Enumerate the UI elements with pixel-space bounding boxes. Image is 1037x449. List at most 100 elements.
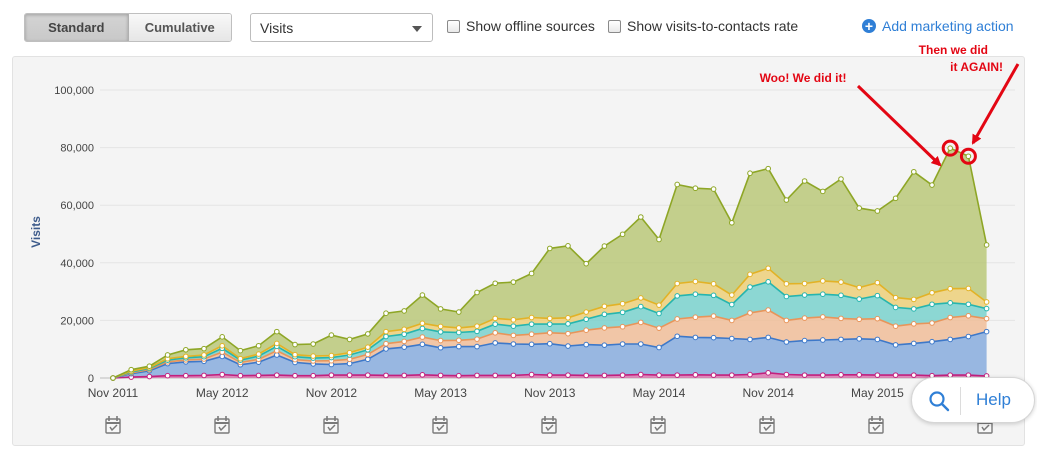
data-point[interactable] — [674, 280, 681, 287]
data-point[interactable] — [874, 292, 881, 299]
data-point[interactable] — [292, 351, 298, 358]
data-point[interactable] — [383, 328, 389, 335]
data-point[interactable] — [983, 315, 990, 322]
calendar-icon[interactable] — [323, 416, 339, 434]
data-point[interactable] — [801, 372, 808, 378]
data-point[interactable] — [619, 309, 626, 316]
data-point[interactable] — [983, 242, 990, 248]
data-point[interactable] — [765, 370, 772, 376]
data-point[interactable] — [692, 334, 699, 341]
data-point[interactable] — [146, 373, 153, 380]
data-point[interactable] — [692, 314, 699, 321]
data-point[interactable] — [456, 329, 462, 336]
data-point[interactable] — [638, 371, 644, 378]
data-point[interactable] — [528, 314, 535, 321]
data-point[interactable] — [201, 372, 207, 379]
data-point[interactable] — [947, 285, 954, 292]
data-point[interactable] — [492, 340, 499, 346]
data-point[interactable] — [565, 330, 571, 337]
data-point[interactable] — [838, 336, 844, 343]
data-point[interactable] — [365, 356, 371, 363]
data-point[interactable] — [474, 323, 480, 329]
data-point[interactable] — [474, 372, 480, 379]
data-point[interactable] — [255, 372, 262, 379]
show-visits-to-contacts-rate-checkbox[interactable]: Show visits-to-contacts rate — [608, 18, 798, 34]
data-point[interactable] — [365, 331, 371, 337]
data-point[interactable] — [383, 310, 389, 317]
data-point[interactable] — [456, 325, 462, 331]
calendar-icon[interactable] — [650, 416, 666, 434]
data-point[interactable] — [419, 334, 426, 340]
data-point[interactable] — [874, 279, 881, 286]
data-point[interactable] — [510, 279, 517, 285]
data-point[interactable] — [947, 300, 954, 306]
data-point[interactable] — [765, 165, 772, 172]
data-point[interactable] — [929, 289, 935, 296]
data-point[interactable] — [183, 346, 189, 353]
data-point[interactable] — [310, 372, 317, 379]
data-point[interactable] — [601, 372, 608, 379]
data-point[interactable] — [674, 333, 681, 340]
data-point[interactable] — [528, 331, 535, 338]
data-point[interactable] — [911, 372, 917, 378]
data-point[interactable] — [292, 341, 298, 348]
data-point[interactable] — [328, 352, 335, 359]
calendar-icon[interactable] — [432, 416, 448, 434]
data-point[interactable] — [219, 371, 225, 378]
data-point[interactable] — [674, 181, 681, 188]
search-icon[interactable] — [928, 390, 950, 417]
data-point[interactable] — [201, 352, 207, 358]
data-point[interactable] — [638, 214, 644, 220]
data-point[interactable] — [419, 292, 426, 298]
data-point[interactable] — [729, 219, 735, 226]
data-point[interactable] — [219, 342, 225, 349]
data-point[interactable] — [346, 336, 353, 343]
data-point[interactable] — [456, 343, 462, 350]
data-point[interactable] — [674, 372, 681, 378]
data-point[interactable] — [456, 337, 462, 344]
data-point[interactable] — [747, 336, 753, 343]
data-point[interactable] — [528, 270, 535, 277]
data-point[interactable] — [820, 337, 826, 343]
help-label[interactable]: Help — [976, 390, 1011, 409]
data-point[interactable] — [783, 371, 790, 378]
data-point[interactable] — [820, 314, 826, 320]
data-point[interactable] — [892, 195, 899, 202]
data-point[interactable] — [638, 341, 644, 347]
data-point[interactable] — [274, 372, 280, 378]
data-point[interactable] — [710, 372, 717, 378]
data-point[interactable] — [292, 372, 298, 379]
data-point[interactable] — [419, 341, 426, 348]
data-point[interactable] — [656, 344, 662, 351]
data-point[interactable] — [965, 153, 972, 160]
data-point[interactable] — [656, 325, 662, 331]
data-point[interactable] — [856, 336, 863, 342]
data-point[interactable] — [401, 308, 408, 314]
data-point[interactable] — [583, 327, 590, 333]
data-point[interactable] — [729, 301, 735, 308]
data-point[interactable] — [419, 320, 426, 327]
data-point[interactable] — [510, 323, 517, 329]
data-point[interactable] — [365, 372, 371, 378]
data-point[interactable] — [328, 372, 335, 378]
data-point[interactable] — [583, 260, 590, 267]
data-point[interactable] — [474, 343, 480, 350]
data-point[interactable] — [547, 315, 553, 322]
data-point[interactable] — [820, 291, 826, 297]
data-point[interactable] — [656, 236, 662, 243]
data-point[interactable] — [729, 317, 735, 324]
data-point[interactable] — [310, 341, 317, 347]
data-point[interactable] — [747, 271, 753, 278]
data-point[interactable] — [692, 372, 699, 378]
data-point[interactable] — [601, 311, 608, 318]
data-point[interactable] — [183, 372, 189, 379]
data-point[interactable] — [419, 372, 426, 378]
data-point[interactable] — [692, 278, 699, 285]
data-point[interactable] — [983, 328, 990, 335]
data-point[interactable] — [474, 328, 480, 335]
data-point[interactable] — [674, 316, 681, 322]
data-point[interactable] — [255, 351, 262, 357]
data-point[interactable] — [164, 372, 171, 379]
data-point[interactable] — [747, 310, 753, 316]
data-point[interactable] — [765, 279, 772, 285]
